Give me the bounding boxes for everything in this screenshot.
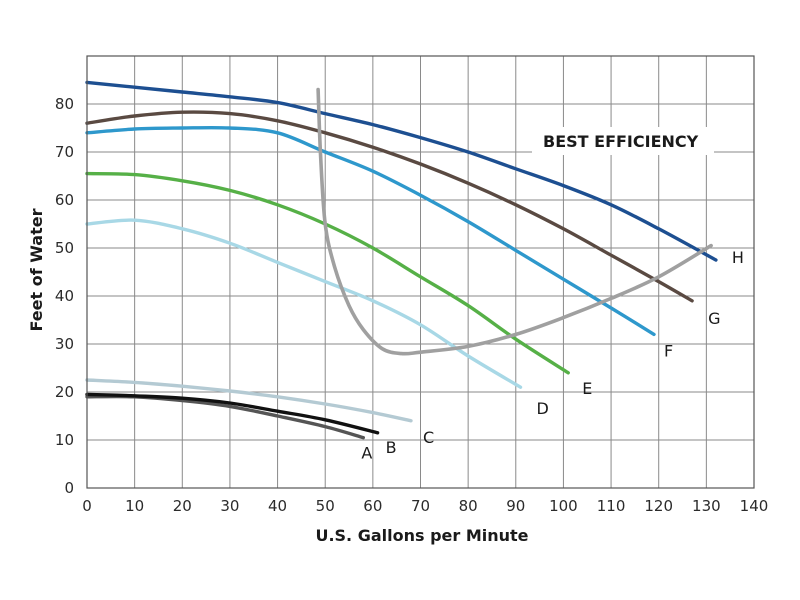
- y-tick-label: 40: [55, 287, 74, 305]
- curve-f: [85, 125, 656, 337]
- annotation-backdrop: [532, 127, 714, 155]
- curve-label-d: D: [537, 399, 549, 418]
- x-axis-title: U.S. Gallons per Minute: [315, 526, 528, 545]
- curve-h: [85, 80, 718, 262]
- curve-g: [85, 110, 694, 303]
- curve-label-e: E: [582, 379, 592, 398]
- y-tick-label: 20: [55, 383, 74, 401]
- y-tick-label: 30: [55, 335, 74, 353]
- y-axis-title: Feet of Water: [27, 208, 46, 331]
- y-tick-label: 70: [55, 143, 74, 161]
- x-tick-label: 120: [644, 497, 673, 515]
- x-tick-label: 90: [506, 497, 525, 515]
- x-tick-label: 40: [268, 497, 287, 515]
- curve-labels: A B C D E F G H: [361, 248, 744, 463]
- plot-frame: [86, 55, 755, 489]
- y-tick-label: 50: [55, 239, 74, 257]
- curve-label-g: G: [708, 309, 720, 328]
- curve-label-c: C: [423, 428, 434, 447]
- x-tick-label: 20: [173, 497, 192, 515]
- grid: [87, 56, 754, 488]
- curve-d: [85, 218, 523, 389]
- x-tick-label: 30: [220, 497, 239, 515]
- y-tick-label: 0: [64, 479, 74, 497]
- curve-c: [85, 378, 413, 423]
- curve-b: [85, 392, 380, 435]
- x-tick-label: 140: [740, 497, 769, 515]
- curve-label-b: B: [386, 438, 397, 457]
- x-tick-label: 100: [549, 497, 578, 515]
- best-efficiency-annotation: BEST EFFICIENCY: [543, 132, 699, 151]
- x-tick-label: 0: [82, 497, 92, 515]
- curve-e: [85, 171, 570, 375]
- y-tick-label: 80: [55, 95, 74, 113]
- y-tick-labels: 0 10 20 30 40 50 60 70 80: [55, 95, 74, 497]
- curve-label-f: F: [664, 341, 673, 360]
- curve-label-h: H: [732, 248, 744, 267]
- x-tick-label: 130: [692, 497, 721, 515]
- x-tick-labels: 0 10 20 30 40 50 60 70 80 90 100 110 120 130 140: [82, 497, 768, 515]
- y-tick-label: 60: [55, 191, 74, 209]
- curves: [85, 80, 718, 440]
- x-tick-label: 50: [316, 497, 335, 515]
- x-tick-label: 10: [125, 497, 144, 515]
- best-efficiency-curve: [316, 87, 713, 356]
- curve-label-a: A: [361, 444, 372, 463]
- x-tick-label: 80: [459, 497, 478, 515]
- x-tick-label: 70: [411, 497, 430, 515]
- x-tick-label: 110: [597, 497, 626, 515]
- x-tick-label: 60: [363, 497, 382, 515]
- y-tick-label: 10: [55, 431, 74, 449]
